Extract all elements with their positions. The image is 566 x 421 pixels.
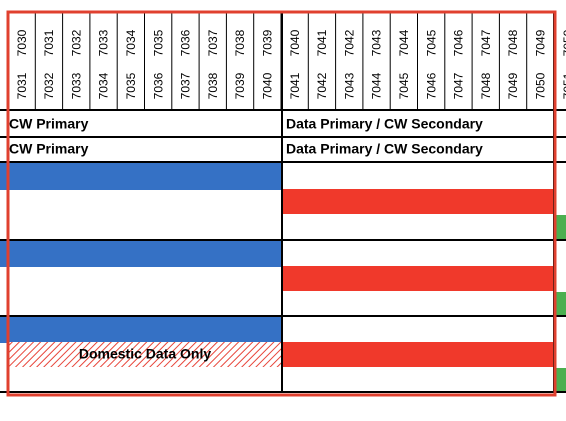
freq-label: 7042 — [342, 29, 356, 56]
freq-label: 7043 — [370, 29, 384, 56]
freq-label: 7029 — [0, 29, 2, 56]
freq-label: 7045 — [424, 29, 438, 56]
freq-label: 7047 — [452, 72, 466, 99]
domestic-hatch — [8, 342, 282, 367]
freq-label: 7041 — [315, 29, 329, 56]
freq-label: 7050 — [561, 29, 566, 56]
freq-label: 7035 — [151, 29, 165, 56]
cw-bar — [0, 240, 282, 267]
freq-label: 7038 — [233, 29, 247, 56]
freq-label: 7033 — [97, 29, 111, 56]
freq-label: 7050 — [534, 72, 548, 99]
freq-label: 7032 — [69, 29, 83, 56]
freq-label: 7035 — [124, 72, 138, 99]
freq-label: 7040 — [261, 72, 275, 99]
freq-label: 7042 — [315, 72, 329, 99]
freq-label: 7043 — [342, 72, 356, 99]
freq-label: 7030 — [15, 29, 29, 56]
freq-label: 7041 — [288, 72, 302, 99]
freq-label: 7045 — [397, 72, 411, 99]
freq-label: 7051 — [561, 72, 566, 99]
data-bar — [282, 266, 554, 291]
freq-label: 7037 — [206, 29, 220, 56]
other-bar — [556, 292, 566, 317]
freq-label: 7039 — [261, 29, 275, 56]
mode-label: CW Primary — [9, 116, 89, 132]
freq-label: 7049 — [506, 72, 520, 99]
freq-label: 7034 — [124, 29, 138, 56]
other-bar — [556, 368, 566, 393]
table: Domestic Data Only 7029 7030 7030 7031 7031 70… — [0, 10, 566, 397]
domestic-note: Domestic Data Only — [79, 346, 211, 362]
freq-label: 7038 — [206, 72, 220, 99]
highlight-box — [6, 10, 557, 397]
freq-label: 7034 — [97, 72, 111, 99]
freq-label: 7037 — [179, 72, 193, 99]
freq-label: 7030 — [0, 72, 2, 99]
mode-label: Data Primary / CW Secondary — [286, 141, 483, 157]
cw-bar — [0, 163, 282, 190]
freq-label: 7044 — [370, 72, 384, 99]
freq-label: 7033 — [69, 72, 83, 99]
freq-label: 7046 — [424, 72, 438, 99]
freq-label: 7047 — [479, 29, 493, 56]
cw-bar — [0, 316, 282, 343]
freq-label: 7048 — [479, 72, 493, 99]
freq-label: 7031 — [15, 72, 29, 99]
freq-label: 7044 — [397, 29, 411, 56]
mode-label: Data Primary / CW Secondary — [286, 116, 483, 132]
freq-label: 7039 — [233, 72, 247, 99]
freq-label: 7032 — [42, 72, 56, 99]
mode-label: CW Primary — [9, 141, 89, 157]
freq-label: 7036 — [179, 29, 193, 56]
data-bar — [282, 342, 554, 367]
freq-label: 7046 — [452, 29, 466, 56]
freq-label: 7049 — [534, 29, 548, 56]
freq-label: 7048 — [506, 29, 520, 56]
freq-label: 7031 — [42, 29, 56, 56]
data-bar — [282, 189, 554, 214]
other-bar — [556, 215, 566, 240]
freq-label: 7040 — [288, 29, 302, 56]
freq-label: 7036 — [151, 72, 165, 99]
